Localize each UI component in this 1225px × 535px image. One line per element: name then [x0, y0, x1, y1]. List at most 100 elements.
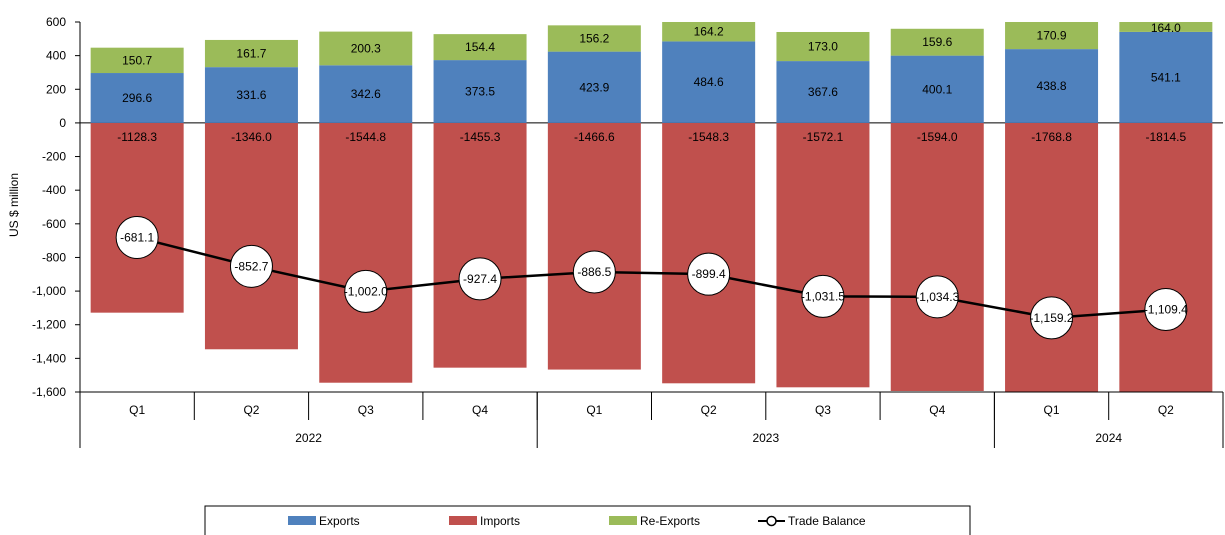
exports-data-label: 367.6: [808, 85, 838, 99]
imports-data-label: -1572.1: [803, 130, 844, 144]
re-exports-data-label: 156.2: [579, 31, 609, 45]
quarter-label: Q1: [586, 403, 602, 417]
trade-balance-point: [572, 250, 616, 294]
re-exports-bar: [319, 31, 413, 66]
quarter-label: Q2: [701, 403, 717, 417]
re-exports-data-label: 164.2: [694, 25, 724, 39]
trade-balance-point: [229, 244, 273, 288]
year-label: 2023: [752, 431, 779, 445]
imports-data-label: -1346.0: [231, 130, 272, 144]
trade-balance-point: [915, 275, 959, 319]
exports-data-label: 541.1: [1151, 70, 1181, 84]
imports-bar: [433, 122, 527, 368]
imports-bar: [890, 122, 984, 391]
imports-data-label: -1814.5: [1145, 130, 1186, 144]
exports-bar: [890, 55, 984, 123]
year-label: 2022: [295, 431, 322, 445]
y-tick-label: -1,000: [32, 284, 66, 298]
exports-data-label: 296.6: [122, 91, 152, 105]
exports-bar: [319, 65, 413, 123]
trade-balance-data-label: -1,031.5: [801, 289, 845, 303]
re-exports-bar: [662, 22, 756, 42]
exports-bar: [433, 60, 527, 123]
imports-data-label: -1548.3: [688, 130, 729, 144]
legend-swatch: [449, 516, 477, 525]
re-exports-data-label: 164.0: [1151, 21, 1181, 35]
exports-data-label: 373.5: [465, 85, 495, 99]
trade-balance-line: -681.1 -852.7 -1,002.0 -927.4 -886.5 -899.4 -1…: [115, 215, 1188, 340]
trade-balance-data-label: -1,109.4: [1144, 302, 1188, 316]
imports-bar: [204, 122, 298, 350]
y-tick-label: -1,600: [32, 385, 66, 399]
exports-data-label: 342.6: [351, 87, 381, 101]
trade-balance-point: [687, 252, 731, 296]
exports-bar: [90, 73, 184, 123]
re-exports-data-label: 154.4: [465, 40, 495, 54]
re-exports-bar: [890, 28, 984, 56]
y-axis-label: US $ million: [7, 173, 21, 237]
trade-balance-polyline: [136, 236, 1166, 320]
trade-balance-data-label: -1,002.0: [344, 284, 388, 298]
re-exports-data-label: 150.7: [122, 53, 152, 67]
imports-data-label: -1128.3: [117, 130, 157, 144]
exports-data-label: 438.8: [1037, 79, 1067, 93]
re-exports-data-label: 159.6: [922, 35, 952, 49]
exports-data-label: 423.9: [579, 80, 609, 94]
y-tick-label: -800: [42, 250, 66, 264]
trade-balance-point: [1030, 296, 1074, 340]
trade-balance-point: [801, 274, 845, 318]
imports-bar: [547, 122, 641, 370]
legend-label: Re-Exports: [640, 514, 700, 528]
trade-balance-data-label: -899.4: [692, 267, 726, 281]
trade-balance-data-label: -1,159.2: [1030, 311, 1074, 325]
year-label: 2024: [1095, 431, 1122, 445]
legend-label: Exports: [319, 514, 360, 528]
re-exports-data-label: 173.0: [808, 40, 838, 54]
imports-bar: [1119, 122, 1213, 392]
imports-data-label: -1466.6: [574, 130, 615, 144]
y-tick-label: -600: [42, 217, 66, 231]
exports-data-label: 400.1: [922, 82, 952, 96]
re-exports-bar: [776, 31, 870, 62]
imports-bar: [1005, 122, 1099, 392]
legend-marker: [766, 515, 777, 527]
trade-balance-data-label: -852.7: [234, 259, 268, 273]
imports-data-label: -1455.3: [460, 130, 501, 144]
bars: [90, 22, 1213, 392]
legend-swatch: [288, 516, 316, 525]
legend-label: Trade Balance: [788, 514, 866, 528]
imports-data-label: -1768.8: [1031, 130, 1072, 144]
imports-data-label: -1544.8: [345, 130, 386, 144]
re-exports-bar: [90, 47, 184, 74]
exports-bar: [204, 67, 298, 123]
legend: Exports Imports Re-Exports Trade Balance: [204, 505, 971, 535]
imports-bar: [776, 122, 870, 388]
trade-balance-point: [458, 257, 502, 301]
re-exports-data-label: 200.3: [351, 41, 381, 55]
exports-bar: [547, 51, 641, 123]
trade-balance-point: [115, 215, 159, 259]
quarter-label: Q1: [1044, 403, 1060, 417]
trade-balance-data-label: -681.1: [120, 230, 154, 244]
re-exports-bar: [1005, 22, 1099, 50]
quarter-label: Q4: [472, 403, 488, 417]
quarter-label: Q2: [1158, 403, 1174, 417]
legend-label: Imports: [480, 514, 520, 528]
quarter-label: Q2: [243, 403, 259, 417]
trade-balance-data-label: -927.4: [463, 272, 497, 286]
legend-swatch: [609, 516, 637, 525]
exports-bar: [776, 61, 870, 123]
y-tick-label: -200: [42, 150, 66, 164]
trade-balance-point: [1144, 287, 1188, 331]
re-exports-bar: [1119, 22, 1213, 32]
re-exports-bar: [547, 25, 641, 52]
legend-box: [204, 505, 971, 535]
trade-balance-data-label: -1,034.3: [915, 290, 959, 304]
re-exports-data-label: 161.7: [236, 47, 266, 61]
y-tick-label: 600: [46, 15, 66, 29]
quarter-label: Q3: [815, 403, 831, 417]
quarter-label: Q4: [929, 403, 945, 417]
x-axis: Q1 Q2 Q3 Q4 Q1 Q2 Q3 Q4 Q1 Q2 2022 2023 2024: [79, 391, 1224, 448]
re-exports-data-label: 170.9: [1037, 29, 1067, 43]
